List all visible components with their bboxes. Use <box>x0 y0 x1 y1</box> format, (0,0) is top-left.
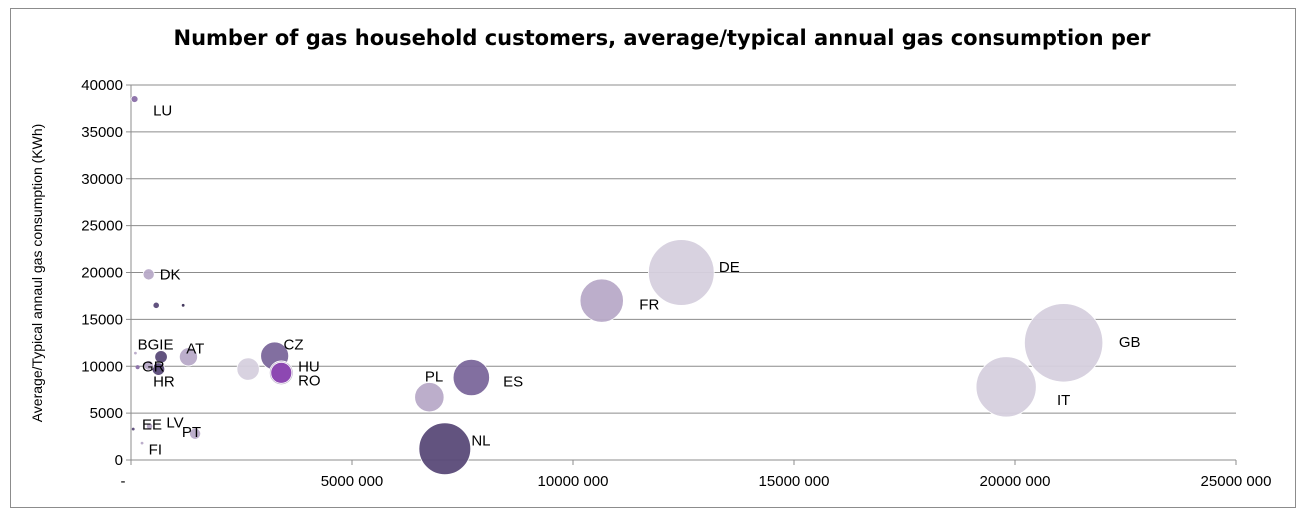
y-tick-label: 40000 <box>81 77 123 94</box>
bubble-ee <box>131 427 135 431</box>
bubble-pt <box>189 427 202 440</box>
x-tick-label: 5000 000 <box>321 473 384 490</box>
x-tick-label: 10000 000 <box>538 473 609 490</box>
point-label-at: AT <box>186 340 204 357</box>
axes <box>126 84 1237 465</box>
point-label-de: DE <box>719 259 740 276</box>
bubble <box>236 357 260 381</box>
point-label-gr: GR <box>142 358 165 375</box>
x-tick-label: 15000 000 <box>759 473 830 490</box>
bubble-gr <box>135 365 140 370</box>
point-label-dk: DK <box>160 266 181 283</box>
point-label-fr: FR <box>639 296 659 313</box>
point-label-it: IT <box>1057 392 1070 409</box>
x-tick-label: 20000 000 <box>980 473 1051 490</box>
bubble <box>181 303 185 307</box>
point-label-pt: PT <box>182 424 201 441</box>
point-label-bgie: BGIE <box>138 337 174 354</box>
bubble-de <box>647 239 715 306</box>
bubble-pl <box>414 382 445 413</box>
y-tick-label: 10000 <box>81 358 123 375</box>
point-label-es: ES <box>503 373 523 390</box>
point-label-cz: CZ <box>283 337 303 354</box>
bubble-at <box>178 347 198 367</box>
bubble-fi <box>140 441 144 445</box>
chart-title: Number of gas household customers, avera… <box>174 26 1152 50</box>
y-tick-label: 30000 <box>81 171 123 188</box>
point-label-lv: LV <box>166 415 183 432</box>
bubble-lv <box>146 423 153 430</box>
point-label-hr: HR <box>153 373 175 390</box>
bubble-fr <box>579 278 624 323</box>
x-tick-label: 25000 000 <box>1201 473 1272 490</box>
point-label-pl: PL <box>425 369 443 386</box>
bubble-gb <box>1024 303 1104 383</box>
bubbles <box>130 95 1104 476</box>
bubble <box>143 360 154 371</box>
x-tick-label: - <box>121 473 126 490</box>
bubble <box>153 302 159 309</box>
point-label-hu: HU <box>298 358 320 375</box>
bubble-bg <box>134 351 137 355</box>
y-axis-label: Average/Typical annaul gas consumption (… <box>29 124 45 423</box>
y-tick-label: 35000 <box>81 124 123 141</box>
bubble-it <box>975 356 1037 418</box>
bubble-es <box>452 358 490 397</box>
point-label-gb: GB <box>1119 334 1141 351</box>
point-label-lu: LU <box>153 102 172 119</box>
bubble-ro <box>270 361 293 384</box>
y-tick-labels: 0 5000 10000 15000 20000 25000 30000 35000 40000 <box>81 77 123 469</box>
bubble-lu <box>130 95 139 103</box>
y-tick-label: 25000 <box>81 218 123 235</box>
y-tick-label: 0 <box>115 452 123 469</box>
point-label-ro: RO <box>298 372 321 389</box>
point-label-nl: NL <box>471 432 490 449</box>
y-tick-label: 15000 <box>81 311 123 328</box>
y-tick-label: 5000 <box>90 405 123 422</box>
point-label-ee: EE <box>142 416 162 433</box>
bubble-dk <box>142 268 155 281</box>
y-tick-label: 20000 <box>81 265 123 282</box>
bubble-nl <box>418 422 472 476</box>
x-tick-labels: - 5000 000 10000 000 15000 000 20000 000 2500… <box>121 473 1272 490</box>
point-label-fi: FI <box>149 442 162 459</box>
